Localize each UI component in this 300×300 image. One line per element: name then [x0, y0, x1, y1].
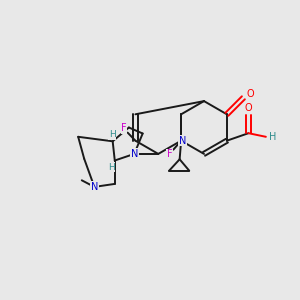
- Text: N: N: [130, 149, 138, 159]
- Text: N: N: [91, 182, 98, 192]
- Text: F: F: [121, 123, 127, 133]
- Text: N: N: [179, 136, 186, 146]
- Text: O: O: [246, 89, 254, 99]
- Text: H: H: [109, 130, 116, 139]
- Text: N: N: [179, 136, 186, 146]
- Text: H: H: [108, 163, 115, 172]
- Text: N: N: [91, 182, 98, 192]
- Text: O: O: [245, 103, 252, 113]
- Text: N: N: [130, 149, 138, 159]
- Text: F: F: [167, 149, 172, 159]
- Text: H: H: [269, 132, 276, 142]
